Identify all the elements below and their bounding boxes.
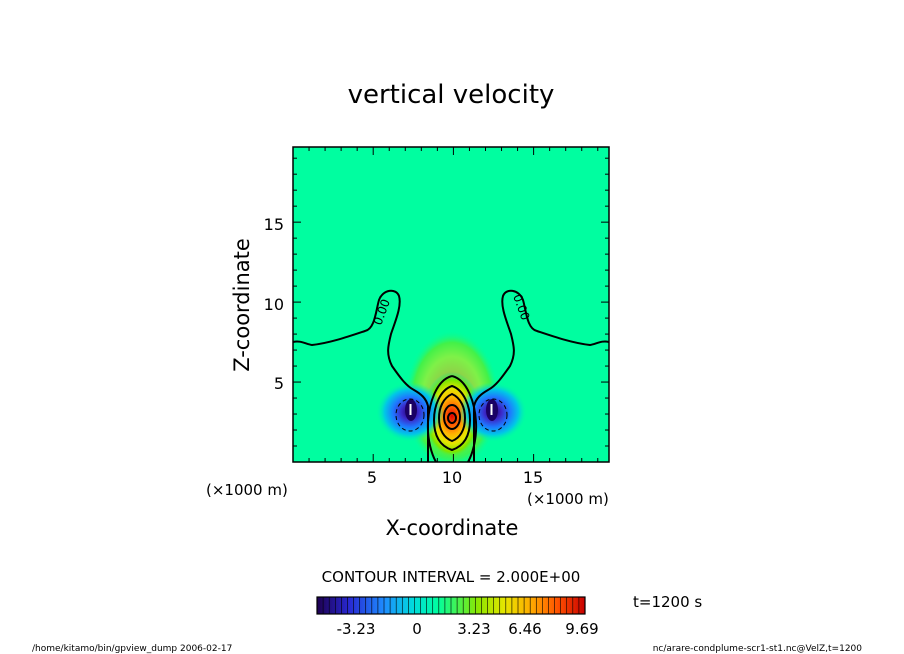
x-tick-label: 10 [442,468,462,487]
footer-right: nc/arare-condplume-scr1-st1.nc@VelZ,t=12… [653,644,863,654]
chart-title: vertical velocity [348,80,555,110]
neg-contour-left [395,398,425,432]
colorbar-bands [322,597,580,614]
colorbar [316,596,586,615]
footer-left: /home/kitamo/bin/gpview_dump 2006-02-17 [32,644,232,654]
y-tick-label: 10 [264,295,284,314]
plot-frame [292,146,610,463]
contour-interval-label: CONTOUR INTERVAL = 2.000E+00 [322,568,581,586]
shaded-field: 0.00 0.00 [293,289,609,462]
y-tick-label: 15 [264,215,284,234]
x-tick-label: 5 [367,468,377,487]
contour-lines [293,289,609,462]
left-core-marker [409,404,412,415]
x-tick-label: 15 [523,468,543,487]
colorbar-tick-label: 6.46 [508,620,541,638]
contour-10 [447,412,457,424]
colorbar-frame [316,596,586,615]
zero-contour-right [473,289,609,462]
zero-contour-left [293,289,429,462]
colorbar-tick-label: 3.23 [457,620,490,638]
contour-2 [426,375,478,462]
y-tick-label: 5 [274,374,284,393]
contour-6 [437,392,467,443]
colorbar-tick-label: 9.69 [565,620,598,638]
colorbar-tick-label: 0 [412,620,422,638]
contour-4 [432,384,472,452]
axis-ticks [293,147,609,462]
contour-8 [443,404,461,430]
y-axis-title: Z-coordinate [230,238,254,372]
y-unit-label: (×1000 m) [206,481,288,499]
right-core-marker [490,404,493,415]
neg-contour-right [478,398,508,432]
x-unit-label: (×1000 m) [527,490,609,508]
colorbar-tick-label: -3.23 [337,620,376,638]
time-label: t=1200 s [633,593,702,611]
plot-area: 0.00 0.00 [292,146,610,463]
x-axis-title: X-coordinate [386,516,519,540]
